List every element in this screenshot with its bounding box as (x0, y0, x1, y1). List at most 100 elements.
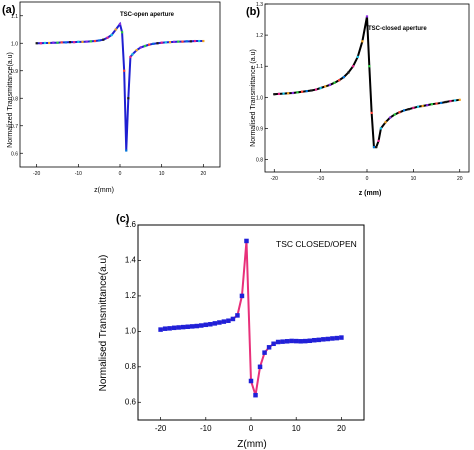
c-data-point (199, 323, 204, 328)
a-data-point (110, 33, 113, 37)
c-data-point (298, 339, 303, 344)
b-data-point (402, 109, 406, 112)
c-data-point (208, 322, 213, 327)
b-data-point (347, 71, 350, 74)
a-data-point (127, 97, 130, 100)
b-data-point (440, 101, 443, 105)
panel-b-legend-text: TSC-closed aperture (368, 26, 427, 32)
b-data-point (398, 111, 401, 114)
a-data-point (189, 40, 192, 43)
c-y-tick-label: 1.2 (125, 291, 137, 300)
panel-b-x-ticks: -20 -10 0 10 20 (271, 169, 463, 182)
b-data-point (338, 79, 341, 82)
b-data-point (379, 127, 383, 130)
a-data-point (35, 42, 38, 45)
c-x-tick-label: -20 (155, 424, 167, 433)
panel-a-markers (35, 22, 205, 152)
b-data-point (282, 92, 285, 95)
panel-c-label: (c) (116, 213, 130, 225)
panel-b-y-ticks: 0.8 0.9 1.0 1.1 1.2 1.3 (256, 2, 268, 164)
c-data-point (217, 320, 222, 325)
b-data-point (435, 102, 438, 105)
panel-c-y-axis-title: Normalised Transmittance(a.u) (98, 255, 109, 392)
a-data-point (64, 41, 67, 44)
a-data-point (131, 53, 134, 56)
c-data-point (321, 337, 326, 342)
panel-c: (c) TSC CLOSED/OPEN Z(mm) Normalised Tra… (98, 213, 365, 450)
a-y-tick-label: 0.7 (11, 124, 18, 130)
panel-a: (a) TSC-open aperture z(mm) Normalized T… (2, 1, 221, 194)
a-data-point (60, 41, 63, 44)
b-data-point (368, 65, 371, 68)
c-data-point (334, 335, 340, 341)
c-data-point (239, 293, 245, 299)
c-data-point (212, 321, 218, 326)
a-data-point (181, 40, 184, 43)
b-data-point (412, 106, 415, 110)
c-data-point (158, 327, 163, 332)
a-data-point (125, 149, 128, 152)
a-data-point (168, 41, 172, 44)
a-data-point (73, 41, 76, 44)
b-data-point (375, 146, 378, 149)
b-x-tick-label: -10 (317, 176, 324, 182)
b-data-point (416, 105, 420, 108)
c-data-point (221, 319, 227, 324)
c-data-point (162, 326, 168, 331)
b-y-tick-label: 1.1 (256, 64, 263, 70)
a-data-point (118, 22, 122, 26)
panel-c-legend-text: TSC CLOSED/OPEN (276, 239, 357, 249)
c-x-tick-label: 20 (337, 424, 346, 433)
c-data-point (293, 338, 299, 344)
panel-c-x-ticks: -20 -10 0 10 20 (155, 417, 346, 433)
a-data-point (139, 46, 142, 49)
b-data-point (291, 91, 294, 95)
c-x-tick-label: -10 (200, 424, 212, 433)
c-x-tick-label: 10 (292, 424, 301, 433)
c-data-point (339, 335, 344, 340)
a-x-tick-label: 10 (159, 171, 165, 177)
c-y-tick-label: 1.4 (125, 255, 137, 264)
a-data-point (93, 39, 97, 43)
a-data-point (156, 42, 159, 45)
panel-a-y-ticks: 0.6 0.7 0.8 0.9 1.0 1.1 (11, 14, 23, 157)
b-data-point (333, 81, 336, 84)
a-data-point (173, 40, 176, 43)
c-data-point (271, 341, 276, 347)
a-data-point (120, 31, 124, 34)
panel-c-x-axis-title: Z(mm) (237, 439, 266, 450)
b-data-point (296, 91, 299, 94)
panel-b: (b) TSC-closed aperture z (mm) Normalise… (246, 2, 470, 197)
a-data-point (39, 42, 42, 45)
b-data-point (393, 113, 396, 116)
b-y-tick-label: 1.0 (256, 95, 263, 101)
panel-a-y-axis-title: Normalized Transmittance(a.u) (7, 52, 14, 148)
b-data-point (370, 111, 373, 114)
b-data-point (372, 146, 376, 149)
panel-c-frame (137, 224, 365, 421)
panel-a-legend-text: TSC-open aperture (120, 12, 175, 18)
c-data-point (244, 238, 249, 244)
c-data-point (257, 364, 263, 370)
a-x-tick-label: 20 (201, 171, 207, 177)
a-data-point (43, 41, 47, 45)
b-data-point (407, 108, 410, 111)
b-data-point (444, 100, 447, 104)
panel-a-x-axis-title: z(mm) (94, 187, 114, 194)
c-data-point (167, 326, 172, 331)
b-data-point (365, 15, 369, 18)
c-data-point (185, 324, 190, 329)
c-data-point (226, 318, 231, 323)
a-x-tick-label: -10 (75, 171, 82, 177)
panel-b-y-axis-title: Normalised Transmittance (a.u) (250, 49, 257, 147)
b-data-point (342, 76, 345, 79)
panel-a-frame (19, 1, 221, 168)
c-data-point (253, 392, 258, 398)
a-y-tick-label: 0.6 (11, 151, 18, 157)
b-y-tick-label: 0.8 (256, 158, 263, 164)
panel-c-markers (158, 238, 344, 398)
panel-a-label: (a) (2, 4, 16, 16)
a-data-point (114, 28, 117, 31)
c-data-point (330, 336, 335, 341)
